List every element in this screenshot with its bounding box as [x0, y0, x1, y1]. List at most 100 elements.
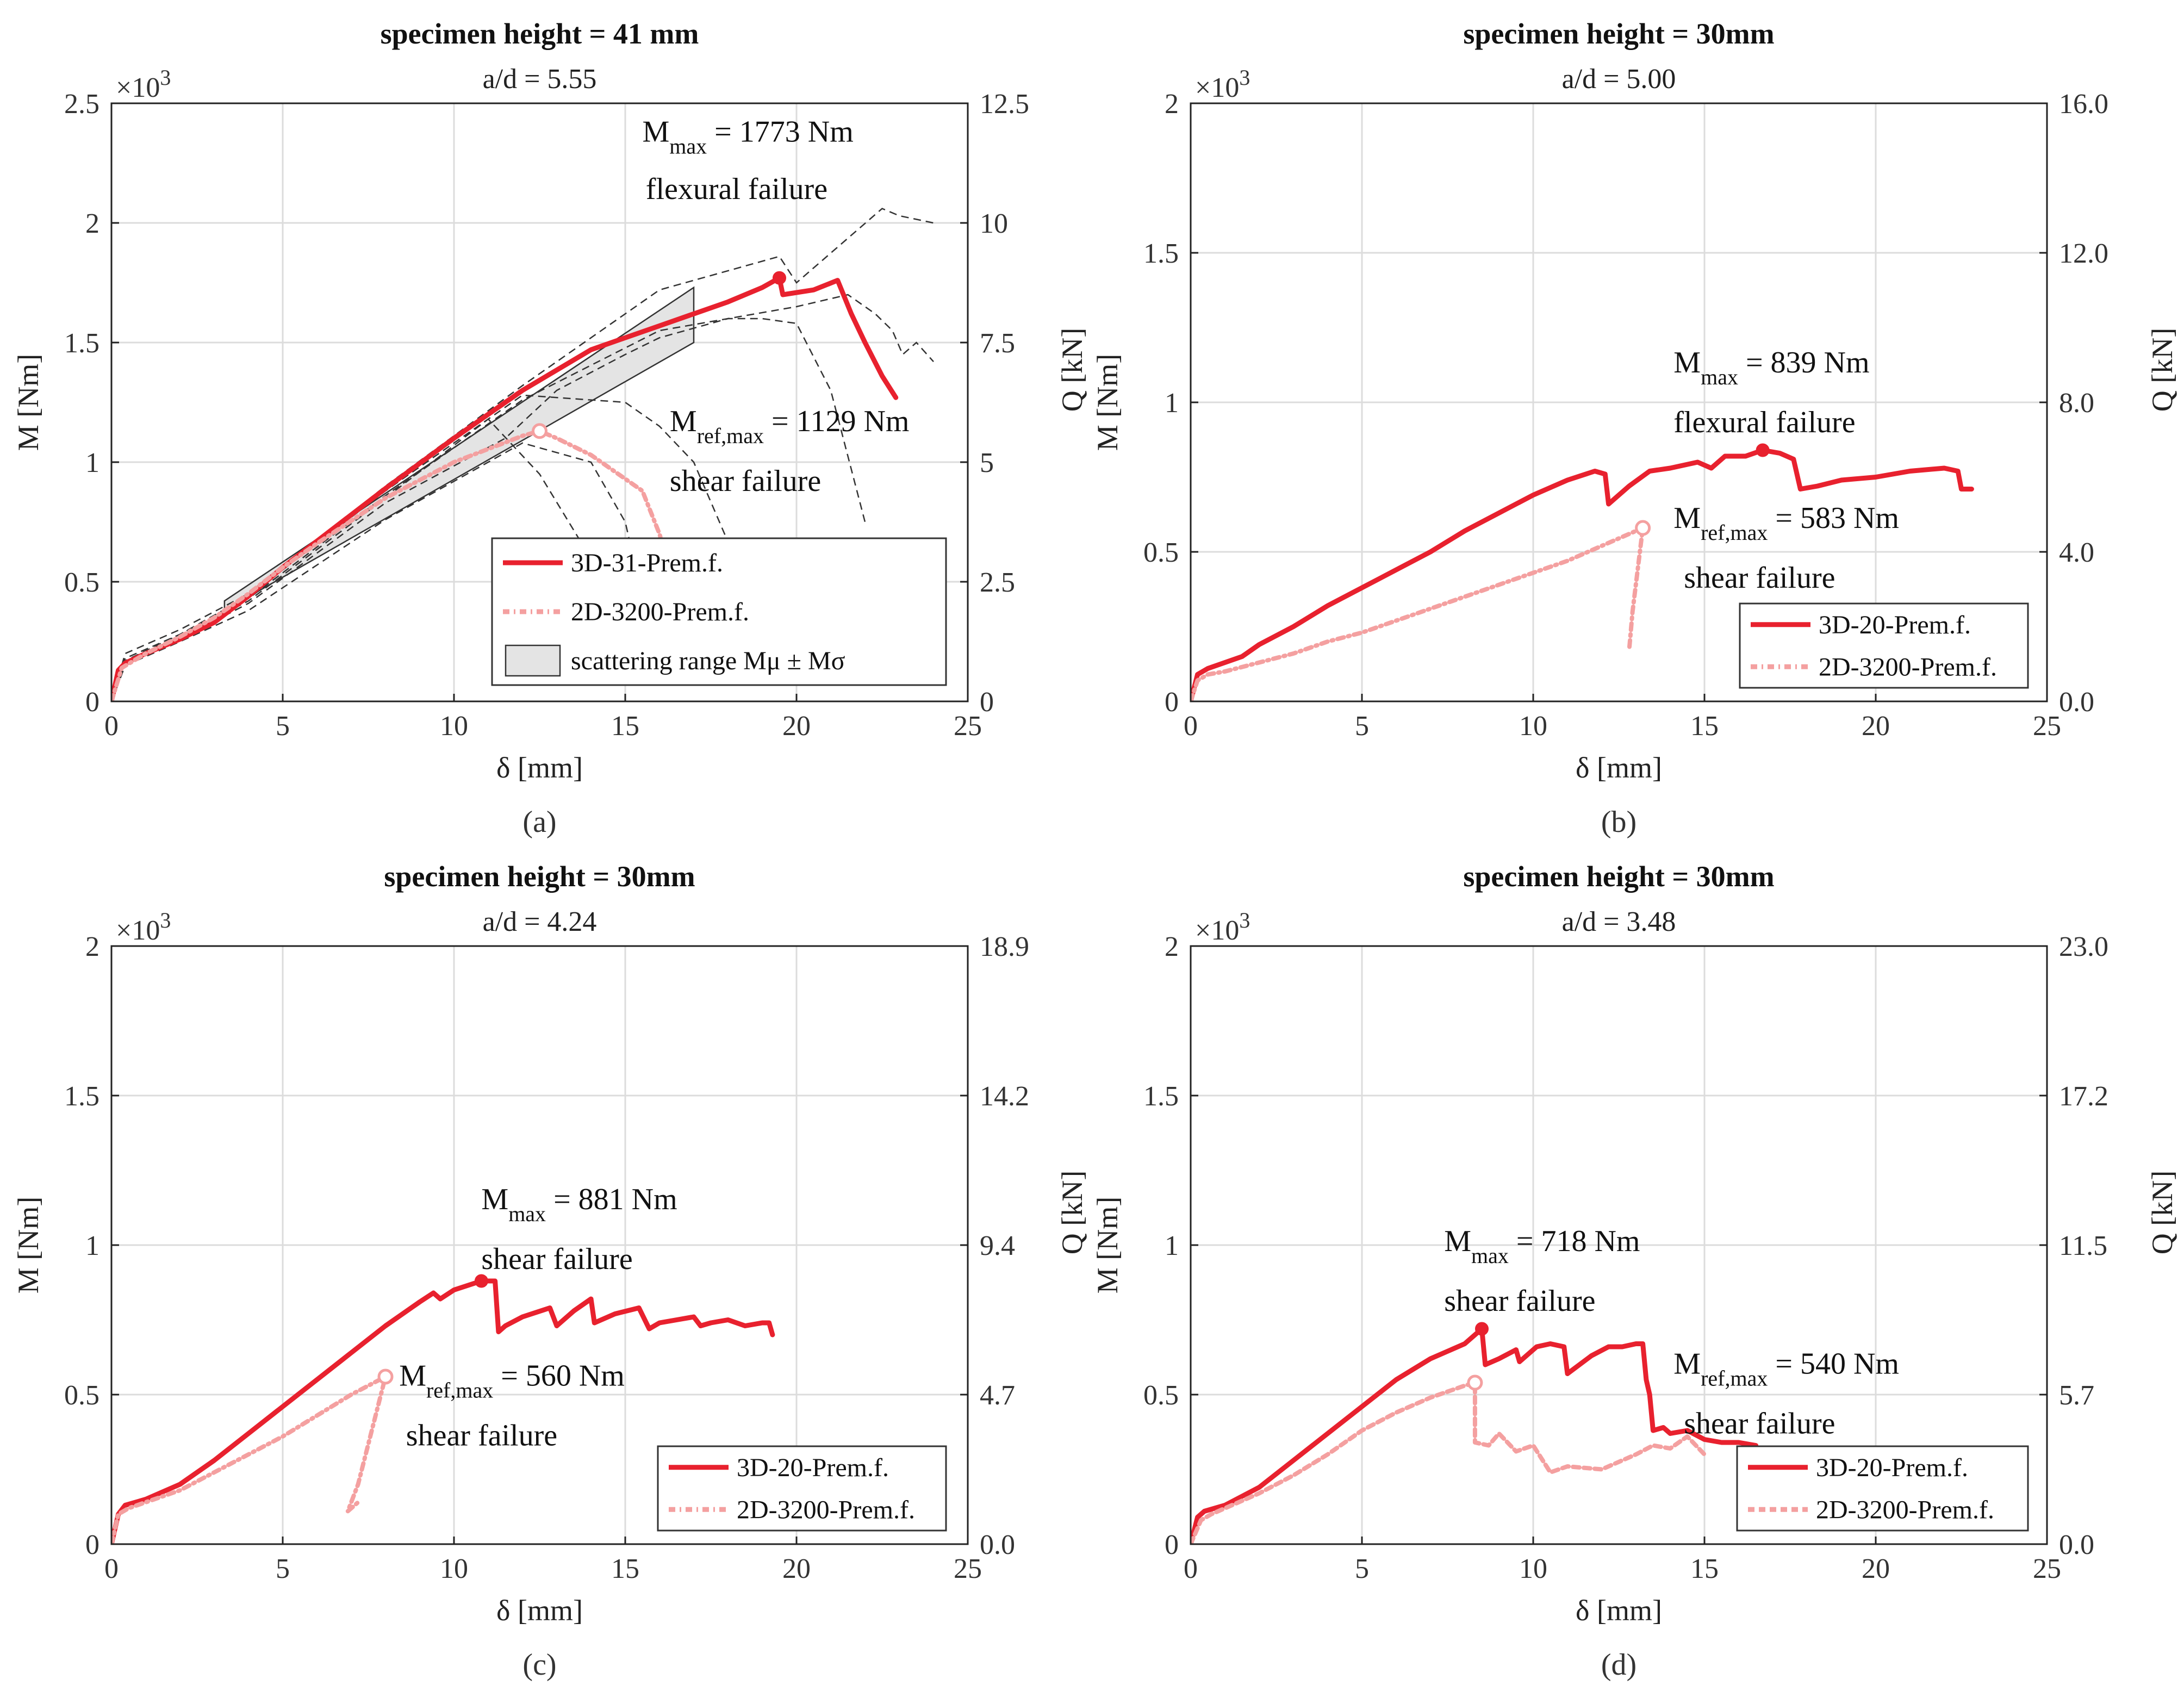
annotation-rest: = 560 Nm: [493, 1359, 625, 1393]
x-tick-label: 0: [104, 1553, 119, 1584]
annotation-main: M: [1673, 1347, 1701, 1381]
y2-tick-label: 2.5: [980, 567, 1015, 598]
y-axis-label: M [Nm]: [12, 354, 45, 451]
y-tick-label: 1.5: [64, 1081, 99, 1112]
x-tick-label: 10: [440, 1553, 468, 1584]
annotation: Mref,max = 560 Nm: [399, 1359, 625, 1403]
legend-label-0: 3D-20-Prem.f.: [1819, 611, 1971, 639]
legend-swatch-2: [505, 644, 561, 677]
x-tick-label: 20: [1862, 1553, 1890, 1584]
annotation-rest: = 1773 Nm: [707, 115, 854, 148]
multiplier-exponent: 3: [1239, 908, 1250, 932]
y2-tick-label: 12.5: [980, 89, 1029, 120]
annotation-main: M: [481, 1183, 508, 1216]
legend-box: [1736, 1445, 2029, 1532]
reference-curve: [111, 394, 746, 701]
y2-tick-label: 0.0: [2059, 687, 2094, 718]
data-layer: [1191, 1322, 1758, 1544]
chart-title: specimen height = 41 mm: [381, 17, 699, 50]
y2-axis-label: Q [kN]: [2146, 1171, 2179, 1254]
annotation-main: shear failure: [1684, 561, 1835, 595]
annotation-subscript: max: [1471, 1243, 1509, 1268]
legend-box: [657, 1445, 947, 1532]
y-tick-label: 1: [85, 447, 99, 478]
x-axis-label: δ [mm]: [1576, 1594, 1662, 1627]
peak-marker-1: [1635, 520, 1651, 536]
chart-title: specimen height = 30mm: [1463, 17, 1774, 50]
panel-caption: (c): [522, 1648, 556, 1682]
y2-tick-label: 14.2: [980, 1081, 1029, 1112]
x-tick-label: 5: [1355, 1553, 1369, 1584]
chart-subtitle: a/d = 5.55: [483, 64, 597, 95]
scattering-range-band: [223, 286, 695, 612]
reference-curve: [111, 442, 640, 701]
y-tick-label: 0: [1165, 1529, 1179, 1560]
annotation-subscript: ref,max: [697, 424, 764, 448]
annotation-main: M: [1444, 1224, 1471, 1258]
annotation: shear failure: [481, 1242, 632, 1276]
x-tick-label: 15: [611, 711, 639, 742]
annotation-subscript: max: [1701, 365, 1738, 389]
x-tick-label: 10: [1519, 1553, 1547, 1584]
series-line-1: [111, 428, 682, 701]
peak-marker-1: [377, 1369, 394, 1385]
legend-label-1: 2D-3200-Prem.f.: [571, 598, 749, 626]
annotation-subscript: max: [669, 134, 707, 158]
annotation-subscript: ref,max: [1701, 1366, 1768, 1391]
x-tick-label: 5: [1355, 711, 1369, 742]
chart-subtitle: a/d = 5.00: [1562, 64, 1676, 95]
y2-tick-label: 8.0: [2059, 388, 2094, 419]
y-axis-label-extra: Q [kN]: [1056, 328, 1088, 412]
annotation: Mref,max = 583 Nm: [1673, 501, 1899, 545]
annotation-subscript: ref,max: [426, 1378, 493, 1403]
legend-label-0: 3D-20-Prem.f.: [1816, 1453, 1968, 1482]
annotation: shear failure: [670, 464, 821, 498]
panel-caption: (d): [1601, 1648, 1637, 1682]
y-axis-label: M [Nm]: [1091, 354, 1124, 451]
x-tick-label: 25: [954, 711, 982, 742]
y-tick-label: 2: [85, 931, 99, 962]
annotation: Mmax = 839 Nm: [1673, 346, 1869, 389]
y2-tick-label: 23.0: [2059, 931, 2108, 962]
y-tick-label: 1.5: [64, 328, 99, 359]
y2-tick-label: 5.7: [2059, 1380, 2094, 1411]
y2-tick-label: 9.4: [980, 1230, 1015, 1261]
multiplier-base: ×10: [116, 72, 160, 103]
legend-label-1: 2D-3200-Prem.f.: [1819, 652, 1997, 681]
y-axis-label: M [Nm]: [1091, 1197, 1124, 1293]
annotation-rest: = 718 Nm: [1509, 1224, 1640, 1258]
x-axis-label: δ [mm]: [496, 1594, 583, 1627]
annotation-rest: = 540 Nm: [1768, 1347, 1899, 1381]
series-line-0: [1191, 1326, 1758, 1544]
x-axis-label: δ [mm]: [1576, 751, 1662, 784]
annotation-main: flexural failure: [1673, 406, 1855, 439]
annotation-main: flexural failure: [646, 172, 827, 206]
y-tick-label: 0.5: [1143, 537, 1179, 568]
y-tick-label: 2: [1165, 931, 1179, 962]
annotation: Mref,max = 1129 Nm: [670, 405, 910, 448]
peak-marker-1: [1467, 1374, 1483, 1391]
legend-label-2: scattering range Mμ ± Mσ: [571, 646, 845, 675]
annotation: Mmax = 881 Nm: [481, 1183, 677, 1226]
annotation: shear failure: [1684, 561, 1835, 595]
chart-subtitle: a/d = 3.48: [1562, 906, 1676, 937]
multiplier-base: ×10: [116, 915, 160, 946]
annotation-main: M: [399, 1359, 426, 1393]
chart-panel-0: specimen height = 41 mm a/d = 5.55 ×103 0 5 1…: [12, 17, 1029, 839]
multiplier-base: ×10: [1195, 72, 1239, 103]
y-tick-label: 0: [85, 687, 99, 718]
annotation: Mmax = 1773 Nm: [643, 115, 854, 158]
legend-box: [1739, 602, 2029, 689]
annotation: flexural failure: [646, 172, 827, 206]
reference-curve: [111, 208, 934, 701]
multiplier-exponent: 3: [160, 908, 171, 932]
y2-tick-label: 18.9: [980, 931, 1029, 962]
annotation-rest: = 839 Nm: [1738, 346, 1870, 380]
x-tick-label: 10: [440, 711, 468, 742]
y-tick-label: 0.5: [64, 1380, 99, 1411]
axis-multiplier: ×103: [1195, 908, 1250, 946]
y-tick-label: 2: [85, 208, 99, 239]
